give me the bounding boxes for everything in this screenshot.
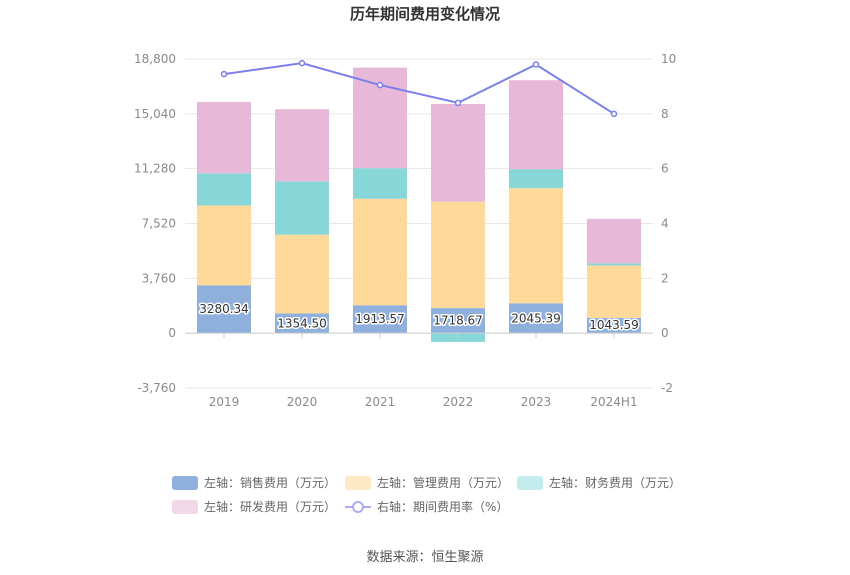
bar-segment xyxy=(275,234,329,314)
rate-point xyxy=(298,59,306,67)
y-left-tick-label: 18,800 xyxy=(134,52,176,66)
rate-point xyxy=(454,99,462,107)
y-right-tick-label: 10 xyxy=(661,52,676,66)
bar-segment xyxy=(197,101,251,174)
x-tick-label: 2019 xyxy=(209,395,240,409)
chart-title: 历年期间费用变化情况 xyxy=(349,5,500,23)
legend-item-sales[interactable]: 左轴：销售费用（万元） xyxy=(172,474,336,491)
legend-item-admin[interactable]: 左轴：管理费用（万元） xyxy=(345,474,509,491)
bar-segment xyxy=(431,103,485,202)
rate-point xyxy=(610,110,618,118)
data-label: 3280.34 xyxy=(199,302,249,316)
data-label: 1043.59 xyxy=(589,318,639,332)
bar-segment xyxy=(275,313,329,334)
data-source: 数据来源：恒生聚源 xyxy=(366,550,484,565)
bar-segment xyxy=(353,198,407,306)
data-label: 1718.67 xyxy=(433,314,483,328)
legend-swatch-rnd xyxy=(172,499,198,514)
rate-point xyxy=(532,61,540,68)
bar-segment xyxy=(587,317,641,334)
legend-swatch-admin xyxy=(345,475,371,490)
bar-segment xyxy=(509,188,563,304)
legend-label-finance: 左轴：财务费用（万元） xyxy=(549,476,682,490)
bar-segment xyxy=(353,168,407,199)
legend-swatch-finance xyxy=(517,475,543,490)
bar-segment xyxy=(275,109,329,182)
bar-segment xyxy=(197,205,251,286)
legend-item-rnd[interactable]: 左轴：研发费用（万元） xyxy=(172,498,336,515)
y-left-tick-label: -3,760 xyxy=(137,381,176,395)
bar-segment xyxy=(587,263,641,266)
x-tick-label: 2023 xyxy=(521,395,552,409)
y-left-tick-label: 11,280 xyxy=(134,162,176,176)
bar-segment xyxy=(431,308,485,334)
y-left-tick-label: 7,520 xyxy=(142,217,176,231)
legend-item-finance[interactable]: 左轴：财务费用（万元） xyxy=(517,474,681,491)
y-right-tick-label: 4 xyxy=(661,217,669,231)
bar-segment xyxy=(353,305,407,334)
bar-segment xyxy=(509,169,563,189)
legend-item-rate[interactable]: 右轴：期间费用率（%） xyxy=(345,498,508,515)
rate-point xyxy=(376,81,384,89)
bar-segment xyxy=(509,303,563,334)
y-right-tick-label: 6 xyxy=(661,162,669,176)
legend-label-rate: 右轴：期间费用率（%） xyxy=(377,500,509,514)
y-right-tick-label: 0 xyxy=(661,326,669,340)
data-label: 1913.57 xyxy=(355,312,405,326)
y-right-tick-label: 2 xyxy=(661,271,669,285)
bar-segment xyxy=(587,218,641,264)
legend-swatch-rate xyxy=(345,500,371,514)
series-line-rate xyxy=(223,62,615,115)
y-right-tick-label: 8 xyxy=(661,107,669,121)
x-tick-label: 2024H1 xyxy=(590,395,637,409)
bar-segment xyxy=(275,181,329,235)
bar-segment xyxy=(587,265,641,318)
bar-segment xyxy=(431,201,485,309)
legend-swatch-sales xyxy=(172,475,198,490)
rate-point xyxy=(220,70,228,78)
y-left-tick-label: 3,760 xyxy=(142,271,176,285)
y-left-tick-label: 0 xyxy=(168,326,176,340)
x-tick-label: 2020 xyxy=(287,395,318,409)
legend-label-rnd: 左轴：研发费用（万元） xyxy=(204,500,337,514)
bar-segment xyxy=(197,285,251,334)
bar-segment xyxy=(509,80,563,170)
legend-label-admin: 左轴：管理费用（万元） xyxy=(377,476,510,490)
y-right-tick-label: -2 xyxy=(661,381,673,395)
bar-segment xyxy=(197,173,251,206)
legend-label-sales: 左轴：销售费用（万元） xyxy=(204,476,337,490)
data-label: 1354.50 xyxy=(277,316,327,330)
x-tick-label: 2022 xyxy=(443,395,474,409)
x-tick-label: 2021 xyxy=(365,395,396,409)
y-left-tick-label: 15,040 xyxy=(134,107,176,121)
data-label: 2045.39 xyxy=(511,311,561,325)
